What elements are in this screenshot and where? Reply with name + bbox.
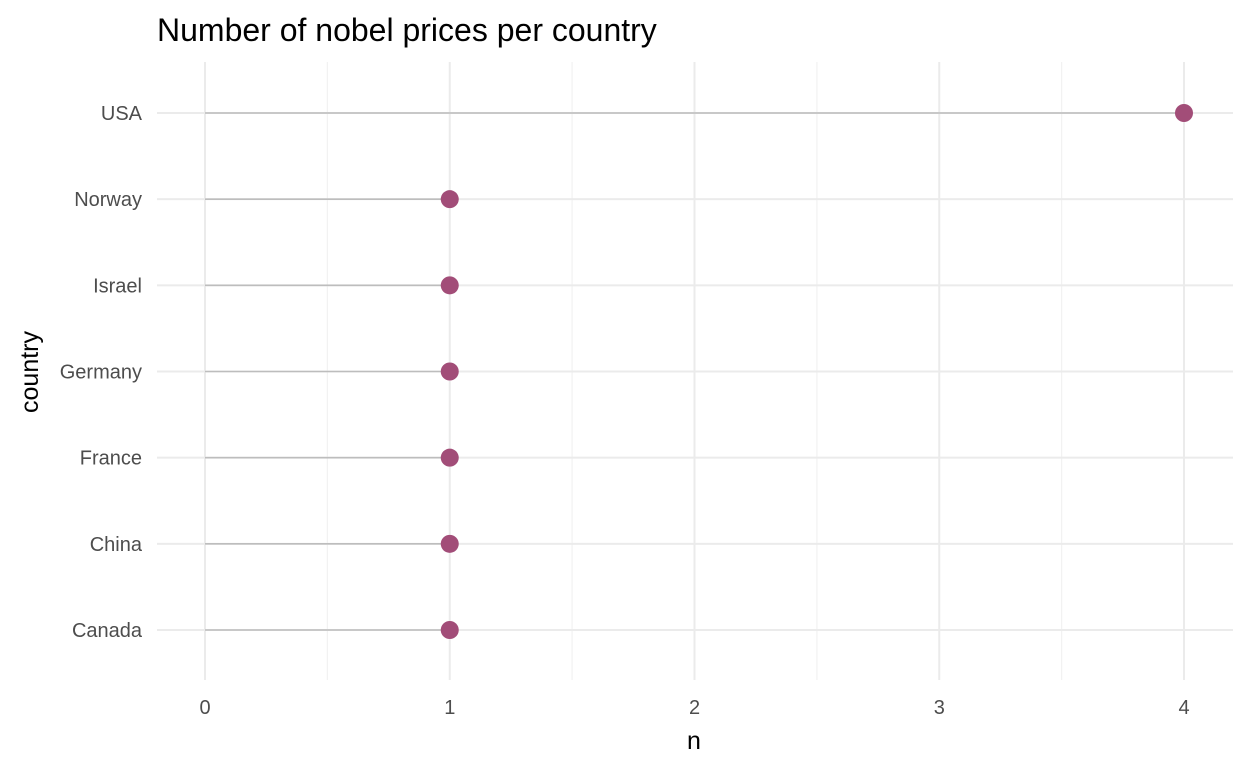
lollipop-point <box>440 448 459 467</box>
x-tick-label: 2 <box>689 697 700 719</box>
y-tick-label: China <box>90 534 143 556</box>
segments <box>205 112 1184 631</box>
lollipop-point <box>1175 104 1193 122</box>
points <box>440 104 1193 639</box>
lollipop-point <box>440 276 459 295</box>
y-axis-title: country <box>16 331 44 413</box>
x-tick-label: 1 <box>444 697 455 719</box>
y-tick-label: France <box>80 448 142 470</box>
x-tick-label: 0 <box>199 697 210 719</box>
y-tick-label: Norway <box>74 189 142 211</box>
y-tick-label: Israel <box>93 275 142 297</box>
x-axis-ticks: 0 1 2 3 4 <box>199 697 1189 719</box>
lollipop-point <box>440 190 459 209</box>
x-tick-label: 3 <box>934 697 945 719</box>
x-axis-title: n <box>687 727 701 755</box>
y-tick-label: USA <box>101 103 143 125</box>
lollipop-point <box>440 534 459 553</box>
lollipop-point <box>440 362 459 381</box>
x-tick-label: 4 <box>1178 697 1189 719</box>
y-tick-label: Germany <box>60 362 142 384</box>
chart-title: Number of nobel prices per country <box>157 12 657 48</box>
y-axis-ticks: Canada China France Germany Israel Norway USA <box>60 103 143 642</box>
y-tick-label: Canada <box>72 620 143 642</box>
lollipop-point <box>440 621 459 639</box>
